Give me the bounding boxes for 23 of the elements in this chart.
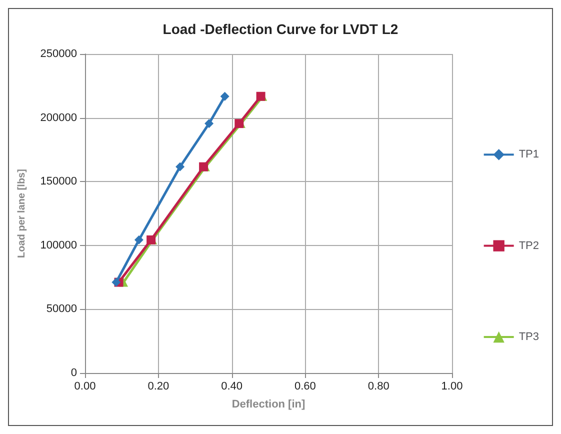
chart-title: Load -Deflection Curve for LVDT L2 — [162, 21, 398, 37]
x-tick-label: 0.40 — [221, 380, 243, 392]
x-axis-title: Deflection [in] — [232, 398, 306, 410]
x-tick-label: 0.20 — [148, 380, 170, 392]
point — [112, 278, 121, 287]
y-tick-label: 250000 — [40, 48, 77, 60]
legend-label: TP2 — [518, 240, 540, 252]
legend-label: TP3 — [518, 331, 540, 343]
y-tick-label: 150000 — [40, 176, 77, 188]
legend-label: TP1 — [518, 148, 540, 161]
point — [220, 92, 230, 101]
point — [204, 119, 214, 128]
x-tick-label: 0.60 — [294, 380, 316, 392]
x-tick-label: 0.00 — [74, 380, 96, 392]
y-tick-label: 200000 — [40, 112, 77, 124]
y-tick-label: 0 — [70, 367, 77, 379]
point — [134, 235, 144, 244]
y-tick-label: 100000 — [40, 239, 77, 252]
x-tick-label: 1.00 — [441, 380, 463, 392]
x-tick-label: 0.80 — [368, 380, 390, 392]
point — [176, 162, 185, 172]
y-tick-label: 50000 — [46, 303, 77, 316]
y-axis-title: Load per lane [lbs] — [16, 169, 28, 258]
